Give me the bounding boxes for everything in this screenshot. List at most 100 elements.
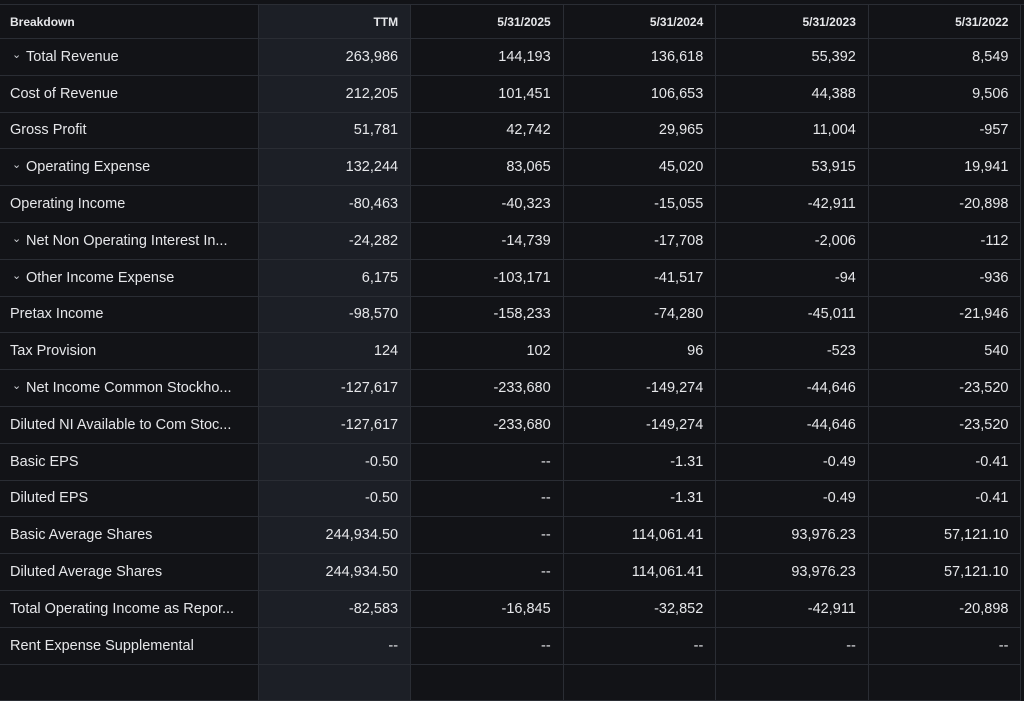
row-label: Diluted EPS — [10, 490, 89, 507]
value-cell: 136,618 — [562, 38, 717, 76]
value-cell: 96 — [562, 332, 717, 371]
table-row[interactable]: ⌄ Net Non Operating Interest In... -24,282… — [0, 221, 1022, 260]
table-row: Pretax Income -98,570 -158,233 -74,280 -45,0… — [0, 295, 1022, 334]
value-cell: -233,680 — [410, 405, 564, 444]
value-cell: -20,898 — [867, 185, 1022, 223]
row-label-cell: Cost of Revenue — [0, 74, 259, 113]
value-cell: 57,121.10 — [867, 553, 1022, 591]
header-period: 5/31/2025 — [410, 4, 564, 39]
chevron-down-icon[interactable]: ⌄ — [12, 48, 22, 61]
value-cell: 9,506 — [867, 74, 1022, 113]
partial-row — [0, 663, 1022, 701]
table-row: Diluted NI Available to Com Stoc... -127,… — [0, 405, 1022, 444]
value-cell: 144,193 — [410, 38, 564, 76]
row-label-cell[interactable]: ⌄ Operating Expense — [0, 148, 259, 187]
value-cell: 540 — [867, 332, 1022, 371]
row-label-cell: Gross Profit — [0, 111, 259, 150]
value-cell: -23,520 — [867, 369, 1022, 407]
table-row[interactable]: ⌄ Operating Expense 132,244 83,065 45,020 53,… — [0, 148, 1022, 187]
value-cell: -16,845 — [410, 589, 564, 628]
row-label: Tax Provision — [10, 343, 97, 360]
value-cell: -94 — [715, 258, 869, 297]
row-label-cell: Basic EPS — [0, 442, 259, 481]
table-row: Basic EPS -0.50 -- -1.31 -0.49 -0.41 — [0, 442, 1022, 481]
value-cell: 6,175 — [257, 258, 412, 297]
value-cell: 244,934.50 — [257, 553, 412, 591]
chevron-down-icon[interactable]: ⌄ — [12, 159, 22, 172]
header-ttm: TTM — [257, 4, 412, 39]
empty-cell — [867, 663, 1022, 701]
value-cell: -44,646 — [715, 405, 869, 444]
value-cell: -- — [410, 442, 564, 481]
value-cell: -936 — [867, 258, 1022, 297]
chevron-down-icon[interactable]: ⌄ — [12, 380, 22, 393]
empty-cell — [410, 663, 564, 701]
value-cell: 114,061.41 — [562, 553, 717, 591]
value-cell: 244,934.50 — [257, 516, 412, 555]
value-cell: -149,274 — [562, 369, 717, 407]
value-cell: 51,781 — [257, 111, 412, 150]
value-cell: 132,244 — [257, 148, 412, 187]
value-cell: 19,941 — [867, 148, 1022, 187]
chevron-down-icon[interactable]: ⌄ — [12, 269, 22, 282]
value-cell: -0.49 — [715, 479, 869, 518]
row-label: Gross Profit — [10, 122, 87, 139]
value-cell: -74,280 — [562, 295, 717, 334]
value-cell: 106,653 — [562, 74, 717, 113]
chevron-down-icon[interactable]: ⌄ — [12, 232, 22, 245]
row-label-cell: Diluted EPS — [0, 479, 259, 518]
row-label-cell: Operating Income — [0, 185, 259, 223]
value-cell: -112 — [867, 221, 1022, 260]
value-cell: -158,233 — [410, 295, 564, 334]
row-label: Basic EPS — [10, 453, 79, 470]
value-cell: 93,976.23 — [715, 553, 869, 591]
value-cell: 101,451 — [410, 74, 564, 113]
table-row[interactable]: ⌄ Total Revenue 263,986 144,193 136,618 55,39… — [0, 38, 1022, 76]
value-cell: -0.50 — [257, 479, 412, 518]
header-row: Breakdown TTM 5/31/2025 5/31/2024 5/31/2… — [0, 4, 1022, 39]
value-cell: 42,742 — [410, 111, 564, 150]
value-cell: 83,065 — [410, 148, 564, 187]
value-cell: -- — [867, 626, 1022, 665]
row-label: Operating Expense — [26, 159, 151, 176]
table-row: Rent Expense Supplemental -- -- -- -- -- — [0, 626, 1022, 665]
empty-cell — [562, 663, 717, 701]
row-label-cell[interactable]: ⌄ Total Revenue — [0, 38, 259, 76]
value-cell: 114,061.41 — [562, 516, 717, 555]
row-label: Rent Expense Supplemental — [10, 637, 194, 654]
value-cell: -- — [715, 626, 869, 665]
value-cell: 212,205 — [257, 74, 412, 113]
table-row[interactable]: ⌄ Other Income Expense 6,175 -103,171 -41,51… — [0, 258, 1022, 297]
row-label: Net Non Operating Interest In... — [26, 232, 228, 249]
header-period: 5/31/2024 — [562, 4, 717, 39]
value-cell: 124 — [257, 332, 412, 371]
header-period: 5/31/2022 — [867, 4, 1022, 39]
value-cell: -15,055 — [562, 185, 717, 223]
value-cell: 45,020 — [562, 148, 717, 187]
value-cell: 53,915 — [715, 148, 869, 187]
value-cell: -- — [410, 553, 564, 591]
value-cell: 29,965 — [562, 111, 717, 150]
table-row[interactable]: ⌄ Net Income Common Stockho... -127,617 -23… — [0, 369, 1022, 407]
value-cell: -127,617 — [257, 369, 412, 407]
row-label-cell[interactable]: ⌄ Net Non Operating Interest In... — [0, 221, 259, 260]
row-label-cell[interactable]: ⌄ Other Income Expense — [0, 258, 259, 297]
value-cell: -42,911 — [715, 185, 869, 223]
row-label: Total Revenue — [26, 48, 119, 65]
table-row: Operating Income -80,463 -40,323 -15,055 -42… — [0, 185, 1022, 223]
table-row: Diluted Average Shares 244,934.50 -- 114,06… — [0, 553, 1022, 591]
row-label: Operating Income — [10, 196, 126, 213]
value-cell: -- — [410, 626, 564, 665]
empty-cell — [715, 663, 869, 701]
table-row: Basic Average Shares 244,934.50 -- 114,061.… — [0, 516, 1022, 555]
row-label: Cost of Revenue — [10, 85, 119, 102]
value-cell: -233,680 — [410, 369, 564, 407]
value-cell: -0.50 — [257, 442, 412, 481]
value-cell: -20,898 — [867, 589, 1022, 628]
row-label-cell[interactable]: ⌄ Net Income Common Stockho... — [0, 369, 259, 407]
value-cell: -21,946 — [867, 295, 1022, 334]
value-cell: -- — [410, 479, 564, 518]
value-cell: -14,739 — [410, 221, 564, 260]
value-cell: -0.41 — [867, 442, 1022, 481]
row-label-cell: Total Operating Income as Repor... — [0, 589, 259, 628]
